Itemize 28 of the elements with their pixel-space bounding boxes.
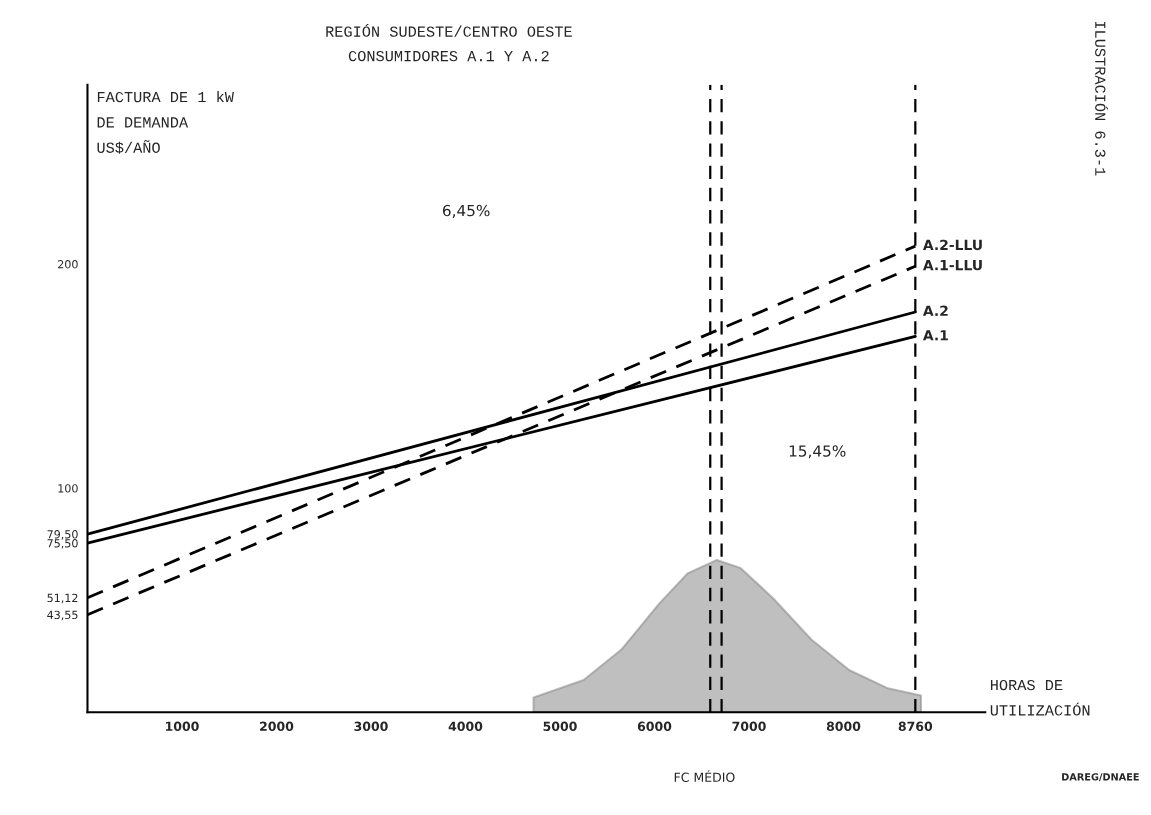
y-tick-label: 200: [58, 260, 78, 269]
y-tick-label: 100: [58, 484, 78, 493]
y-tick-label: 75,50: [47, 539, 78, 549]
x-tick-label: 3000: [354, 721, 388, 732]
series-label: A.2-LLU: [922, 239, 982, 251]
y-tick-label: 51,12: [47, 593, 78, 604]
x-tick-label: 8760: [898, 721, 933, 732]
series-label: A.1-LLU: [922, 260, 982, 271]
x-tick-label: 8000: [826, 721, 861, 732]
annotation: 15,45%: [789, 445, 846, 459]
series-label: A.2: [922, 305, 948, 316]
annotation: 6,45%: [442, 204, 490, 218]
y-tick-label: 43,55: [47, 610, 78, 621]
x-tick-label: 7000: [732, 721, 766, 732]
x-tick-label: 1000: [165, 721, 199, 732]
chart-title: REGIÓN SUDESTE/CENTRO OESTE: [326, 23, 572, 37]
y-axis-title: FACTURA DE 1 kW DE DEMANDA US$/AÑO: [97, 91, 234, 154]
text: ILUSTRACIÓN 6.3-1: [1095, 21, 1108, 176]
x-tick-label: 4000: [448, 721, 483, 732]
text: FC MÉDIO: [674, 770, 735, 782]
x-tick-label: 6000: [637, 721, 672, 732]
series-label: A.1: [922, 330, 948, 341]
chart-subtitle: CONSUMIDORES A.1 Y A.2: [348, 50, 549, 62]
y-tick-label: 79,50: [47, 530, 78, 540]
x-tick-label: 5000: [543, 721, 577, 732]
x-axis-title: HORAS DE UTILIZACIÓN: [990, 679, 1090, 716]
text: DAREG/DNAEE: [1062, 773, 1139, 782]
x-tick-label: 2000: [260, 721, 294, 732]
